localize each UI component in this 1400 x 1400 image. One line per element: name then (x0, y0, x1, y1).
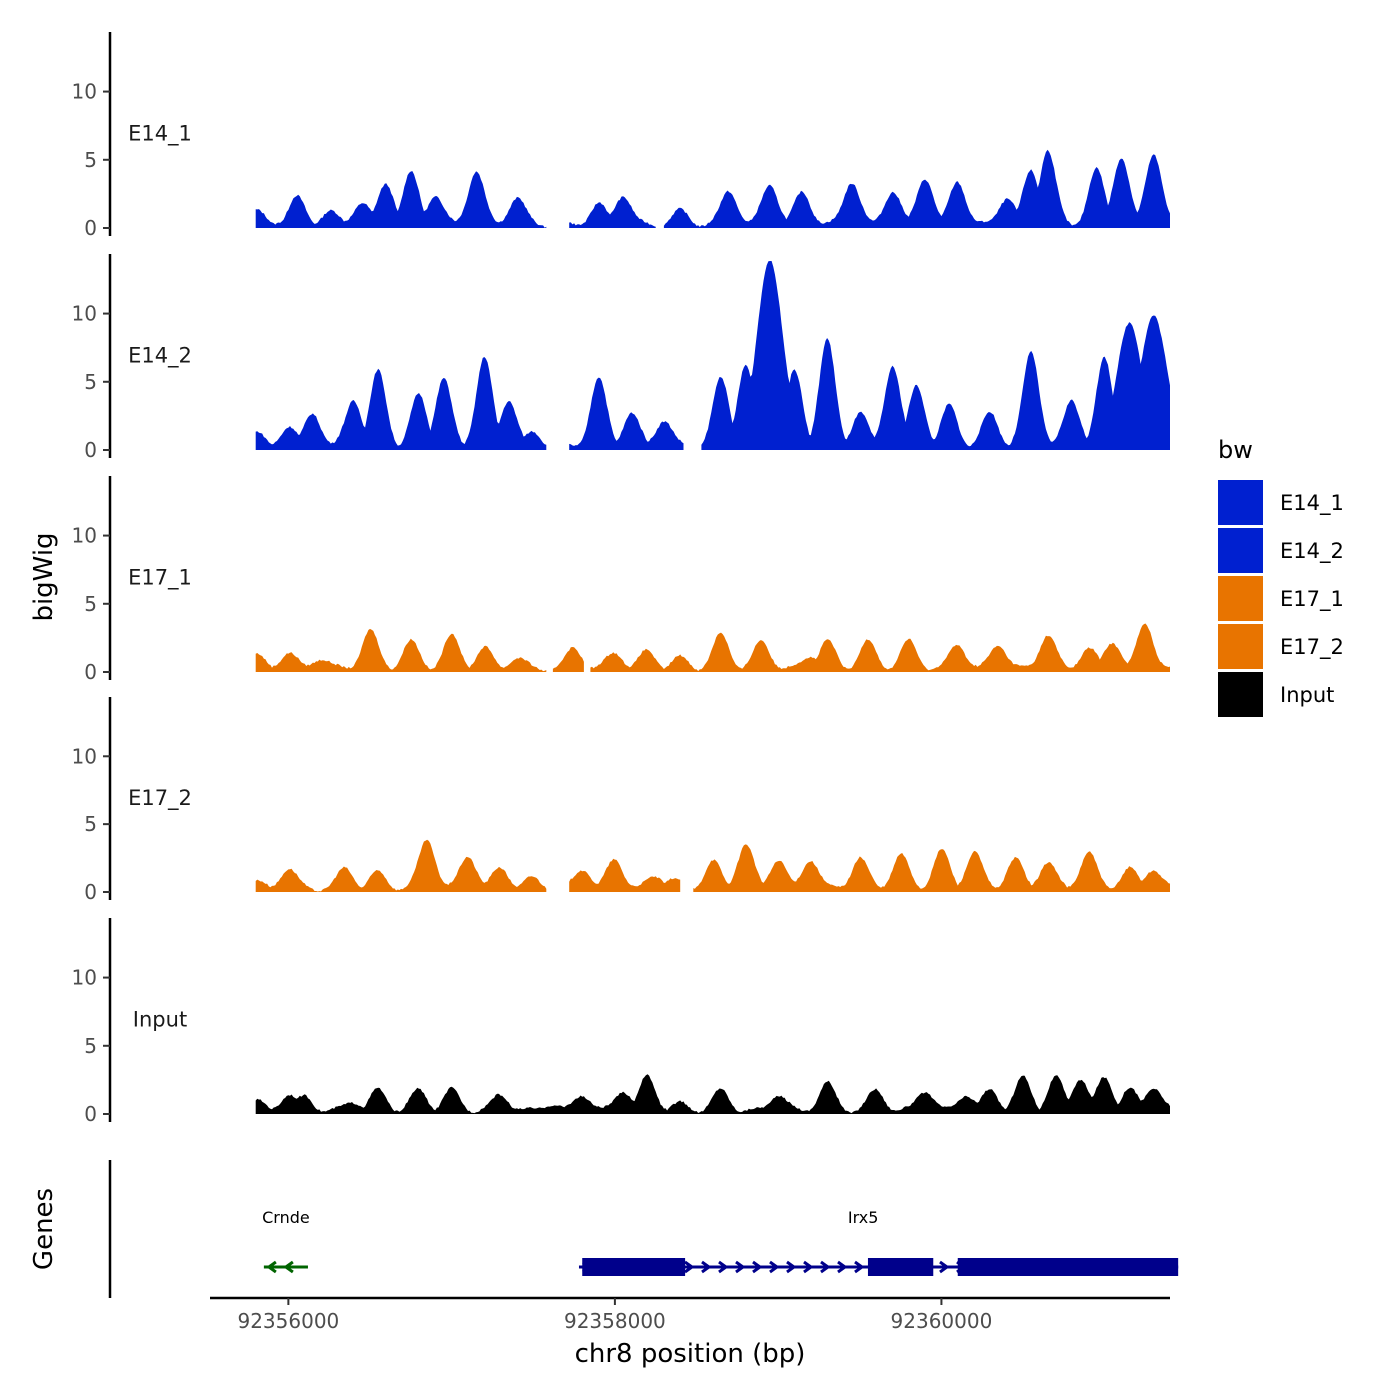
y-tick-label: 0 (84, 660, 97, 684)
y-tick-label: 5 (84, 370, 97, 394)
strand-arrow (684, 1260, 695, 1274)
gene-exon (867, 1258, 934, 1276)
strand-arrow (939, 1260, 950, 1274)
legend-item: E17_2 (1218, 624, 1344, 669)
coverage-area (552, 647, 584, 672)
strand-arrow (820, 1260, 831, 1274)
legend-item: Input (1218, 672, 1334, 717)
y-tick-label: 5 (84, 812, 97, 836)
track-Input: 0 5 10 Input (72, 918, 1170, 1126)
strand-arrow (266, 1260, 277, 1274)
x-axis-title: chr8 position (bp) (575, 1339, 806, 1369)
legend-swatch (1218, 480, 1263, 525)
coverage-area (255, 357, 547, 450)
coverage-area (663, 149, 1170, 228)
track-E17_1: 0 5 10 E17_1 (72, 476, 1170, 684)
strand-arrow (718, 1260, 729, 1274)
gene-label: Crnde (262, 1208, 310, 1227)
legend-item: E14_2 (1218, 528, 1344, 573)
x-tick-label: 92360000 (891, 1309, 993, 1333)
coverage-area (569, 377, 684, 450)
track-label: E14_1 (128, 122, 192, 147)
track-label: E17_2 (128, 786, 192, 811)
y-tick-label: 5 (84, 1034, 97, 1058)
coverage-area (693, 844, 1170, 892)
legend-swatch (1218, 624, 1263, 669)
genes-track: Crnde Irx5 (108, 1160, 1179, 1298)
strand-arrow (735, 1260, 746, 1274)
legend-label: E17_2 (1280, 635, 1344, 660)
track-label: E14_2 (128, 344, 192, 369)
y-tick-label: 10 (72, 744, 97, 768)
y-axis-title: bigWig (29, 532, 59, 621)
legend-label: E14_1 (1280, 491, 1344, 516)
strand-arrow (803, 1260, 814, 1274)
coverage-area (569, 858, 681, 892)
coverage-area (590, 623, 1170, 672)
strand-arrow (854, 1260, 865, 1274)
coverage-area (255, 839, 547, 892)
coverage-tracks: 0 5 10 E14_1 0 5 10 E14_2 0 5 10 E17_1 0 5 10 E17_2 0 5 10… (72, 32, 1170, 1126)
strand-arrow (283, 1260, 294, 1274)
legend-item: E14_1 (1218, 480, 1344, 525)
coverage-area (255, 628, 547, 672)
track-E14_1: 0 5 10 E14_1 (72, 32, 1170, 240)
y-tick-label: 0 (84, 216, 97, 240)
track-label: Input (133, 1008, 187, 1032)
gene-Crnde: Crnde (262, 1208, 310, 1274)
y-tick-label: 10 (72, 302, 97, 326)
legend: bw E14_1 E14_2 E17_1 E17_2 Input (1218, 436, 1344, 717)
legend-swatch (1218, 528, 1263, 573)
coverage-area (701, 261, 1170, 450)
strand-arrow (837, 1260, 848, 1274)
legend-label: Input (1280, 683, 1334, 707)
x-tick-label: 92358000 (564, 1309, 666, 1333)
y-tick-label: 5 (84, 148, 97, 172)
legend-title: bw (1218, 436, 1253, 464)
coverage-area (569, 196, 656, 228)
gene-exon (957, 1258, 1179, 1276)
legend-label: E14_2 (1280, 539, 1344, 564)
legend-item: E17_1 (1218, 576, 1344, 621)
strand-arrow (769, 1260, 780, 1274)
genes-track-title: Genes (29, 1188, 59, 1270)
gene-exon (582, 1258, 686, 1276)
coverage-area (255, 1074, 1170, 1114)
gene-Irx5: Irx5 (578, 1208, 1179, 1276)
track-E17_2: 0 5 10 E17_2 (72, 697, 1170, 904)
y-tick-label: 0 (84, 880, 97, 904)
strand-arrow (752, 1260, 763, 1274)
legend-swatch (1218, 576, 1263, 621)
gene-label: Irx5 (848, 1208, 879, 1227)
legend-label: E17_1 (1280, 587, 1344, 612)
y-tick-label: 0 (84, 1102, 97, 1126)
y-tick-label: 10 (72, 966, 97, 990)
coverage-area (255, 171, 547, 228)
strand-arrow (786, 1260, 797, 1274)
x-tick-label: 92356000 (237, 1309, 339, 1333)
track-label: E17_1 (128, 566, 192, 591)
x-axis: 92356000 92358000 92360000 (210, 1296, 1170, 1333)
track-E14_2: 0 5 10 E14_2 (72, 254, 1170, 462)
y-tick-label: 0 (84, 438, 97, 462)
y-tick-label: 5 (84, 592, 97, 616)
y-tick-label: 10 (72, 524, 97, 548)
strand-arrow (701, 1260, 712, 1274)
y-tick-label: 10 (72, 80, 97, 104)
legend-swatch (1218, 672, 1263, 717)
